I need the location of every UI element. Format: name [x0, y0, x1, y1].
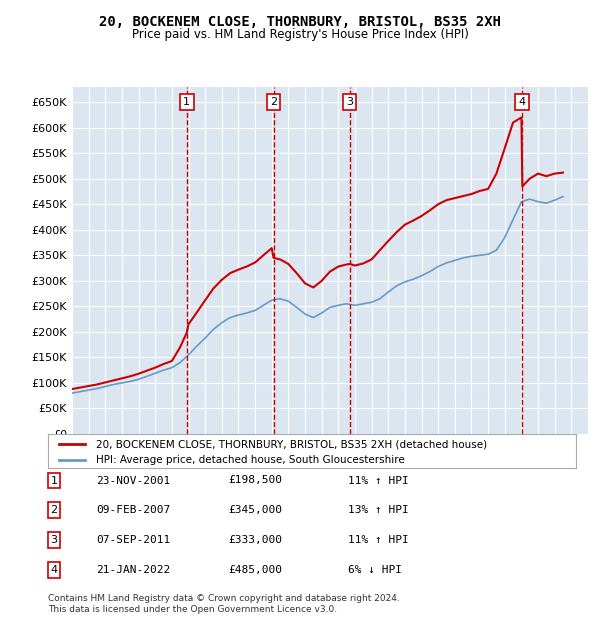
Text: 1: 1: [183, 97, 190, 107]
Text: 4: 4: [519, 97, 526, 107]
Text: 11% ↑ HPI: 11% ↑ HPI: [348, 535, 409, 545]
Text: Contains HM Land Registry data © Crown copyright and database right 2024.
This d: Contains HM Land Registry data © Crown c…: [48, 595, 400, 614]
Text: 2: 2: [270, 97, 277, 107]
Text: HPI: Average price, detached house, South Gloucestershire: HPI: Average price, detached house, Sout…: [95, 454, 404, 464]
Text: £198,500: £198,500: [228, 476, 282, 485]
Text: 1: 1: [50, 476, 58, 485]
Text: 3: 3: [346, 97, 353, 107]
Text: 21-JAN-2022: 21-JAN-2022: [96, 565, 170, 575]
Text: 20, BOCKENEM CLOSE, THORNBURY, BRISTOL, BS35 2XH: 20, BOCKENEM CLOSE, THORNBURY, BRISTOL, …: [99, 16, 501, 30]
Text: 2: 2: [50, 505, 58, 515]
Text: 23-NOV-2001: 23-NOV-2001: [96, 476, 170, 485]
Text: £345,000: £345,000: [228, 505, 282, 515]
Text: 6% ↓ HPI: 6% ↓ HPI: [348, 565, 402, 575]
Text: 20, BOCKENEM CLOSE, THORNBURY, BRISTOL, BS35 2XH (detached house): 20, BOCKENEM CLOSE, THORNBURY, BRISTOL, …: [95, 439, 487, 450]
Text: 4: 4: [50, 565, 58, 575]
Text: Price paid vs. HM Land Registry's House Price Index (HPI): Price paid vs. HM Land Registry's House …: [131, 28, 469, 41]
Text: 3: 3: [50, 535, 58, 545]
Text: 07-SEP-2011: 07-SEP-2011: [96, 535, 170, 545]
Text: 09-FEB-2007: 09-FEB-2007: [96, 505, 170, 515]
Text: £485,000: £485,000: [228, 565, 282, 575]
Text: £333,000: £333,000: [228, 535, 282, 545]
Text: 11% ↑ HPI: 11% ↑ HPI: [348, 476, 409, 485]
Text: 13% ↑ HPI: 13% ↑ HPI: [348, 505, 409, 515]
